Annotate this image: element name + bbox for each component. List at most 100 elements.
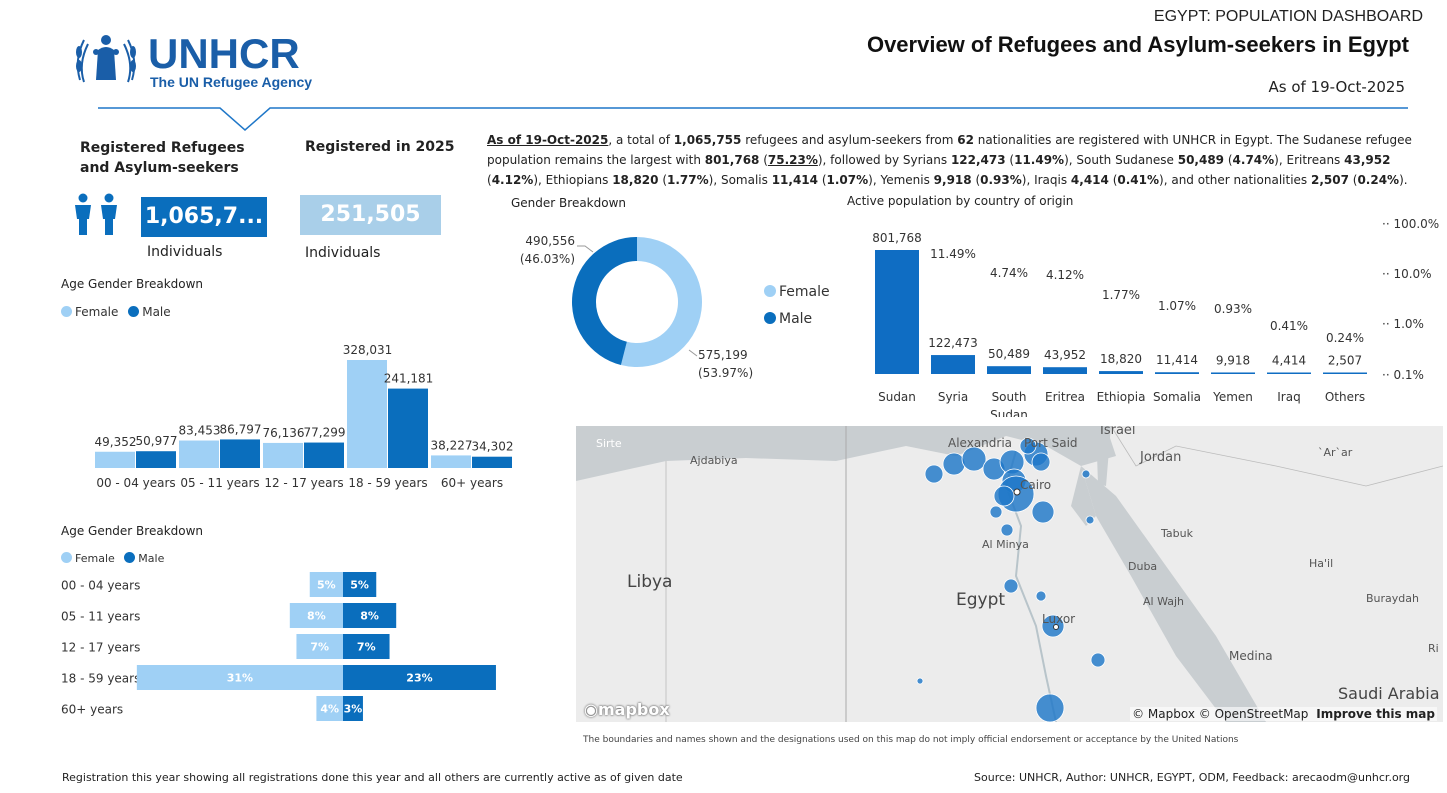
mapbox-logo[interactable]: ◉mapbox <box>584 700 670 719</box>
map-bubble[interactable] <box>924 464 944 484</box>
country-value-label: 9,918 <box>1216 353 1250 367</box>
map-label-jordan: Jordan <box>1140 450 1182 465</box>
country-category-label: Somalia <box>1153 390 1201 404</box>
bar-value-label: 77,299 <box>304 426 346 440</box>
summary-text-part: refugees and asylum-seekers from <box>741 133 958 147</box>
header-divider <box>98 107 1408 131</box>
age-pyramid-title: Age Gender Breakdown <box>61 524 204 538</box>
map-bubble[interactable] <box>1031 452 1051 472</box>
summary-nationalities: 62 <box>957 133 974 147</box>
map-attribution-text[interactable]: © Mapbox © OpenStreetMap <box>1132 707 1309 721</box>
legend-male-label: Male <box>779 311 812 327</box>
map-bubble[interactable] <box>1085 515 1095 525</box>
pyramid-male-label: 5% <box>350 579 369 592</box>
map-bubble[interactable] <box>1081 469 1091 479</box>
pyramid-bar-female <box>309 572 343 597</box>
pyramid-male-label: 7% <box>357 641 376 654</box>
pyramid-category-label: 12 - 17 years <box>61 641 140 655</box>
map-label-ri: Ri <box>1428 642 1439 655</box>
category-label: 60+ years <box>441 476 503 490</box>
kpi-registered-value: 1,065,7... <box>141 197 267 237</box>
donut-label-female-value: 575,199 <box>698 348 748 362</box>
donut-label-female-pct: (53.97%) <box>698 366 753 380</box>
map-bubble[interactable] <box>1090 652 1106 668</box>
pyramid-female-label: 31% <box>227 672 253 685</box>
gulf-of-aqaba <box>1096 426 1111 486</box>
category-label: 12 - 17 years <box>264 476 343 490</box>
page-title: Overview of Refugees and Asylum-seekers … <box>866 32 1409 57</box>
gender-breakdown-title: Gender Breakdown <box>511 196 627 210</box>
map-label-saudi-arabia: Saudi Arabia <box>1338 684 1440 703</box>
summary-text-part: ), South Sudanese <box>1064 153 1178 167</box>
pyramid-bar-male <box>343 634 390 659</box>
improve-map-link[interactable]: Improve this map <box>1316 707 1435 721</box>
summary-sudan-count: 801,768 <box>704 153 760 167</box>
y-axis-tick-label: ·· 1.0% <box>1382 317 1424 331</box>
map-label-tabuk: Tabuk <box>1161 527 1193 540</box>
country-bar <box>1323 372 1367 374</box>
map-bubble[interactable] <box>1003 578 1019 594</box>
summary-text-part: ), Ethiopians <box>533 173 613 187</box>
country-bar <box>1043 367 1087 374</box>
bar-female <box>263 442 303 468</box>
map-label-port-said: Port Said <box>1024 436 1078 450</box>
bar-value-label: 76,136 <box>263 426 305 440</box>
map[interactable]: Sirte Ajdabiya Alexandria Port Said Isra… <box>576 426 1443 722</box>
country-category-label: Others <box>1325 390 1365 404</box>
map-bubble[interactable] <box>993 485 1015 507</box>
age-gender-bar-title: Age Gender Breakdown <box>61 277 204 291</box>
age-pyramid-legend: Female Male <box>61 552 164 565</box>
summary-text-part: ( <box>1005 153 1015 167</box>
border-saudi-jordan <box>1110 426 1443 487</box>
map-label-alexandria: Alexandria <box>948 436 1013 450</box>
summary-text-part: ( <box>1224 153 1233 167</box>
map-label-cairo: Cairo <box>1020 478 1052 492</box>
country-category-label: Yemen <box>1212 390 1253 404</box>
summary-yemen-pct: 0.93% <box>980 173 1022 187</box>
map-bubble[interactable] <box>942 452 966 476</box>
summary-text-part: ( <box>658 173 667 187</box>
donut-slice-male <box>572 237 637 365</box>
bar-female <box>431 455 471 468</box>
map-bubble[interactable] <box>1019 437 1037 455</box>
mapbox-logo-icon: ◉ <box>584 700 598 719</box>
pyramid-category-label: 05 - 11 years <box>61 610 140 624</box>
map-bubble[interactable] <box>1000 523 1014 537</box>
summary-text-part: ), Yemenis <box>868 173 934 187</box>
map-bubble[interactable] <box>961 446 987 472</box>
map-bubble[interactable] <box>1035 590 1047 602</box>
dashboard-label: EGYPT: POPULATION DASHBOARD <box>1153 8 1423 25</box>
map-bubble[interactable] <box>916 677 924 685</box>
summary-text-part: ), and other nationalities <box>1159 173 1311 187</box>
map-bubble[interactable] <box>989 505 1003 519</box>
country-percent-label: 0.93% <box>1214 302 1252 316</box>
country-category-label: Sudan <box>878 390 916 404</box>
summary-eritrea-pct: 4.12% <box>491 173 534 187</box>
pyramid-bar-female <box>296 634 343 659</box>
bar-value-label: 49,352 <box>95 435 137 449</box>
pyramid-bar-male <box>343 603 397 628</box>
summary-text-part: ), Eritreans <box>1274 153 1345 167</box>
age-gender-bar-legend: Female Male <box>61 305 171 319</box>
gender-donut-chart: 575,199 (53.97%) 490,556 (46.03%) Female Male <box>520 234 830 380</box>
map-bubble[interactable] <box>1041 614 1065 638</box>
cairo-marker-icon <box>1013 488 1021 496</box>
map-bubble[interactable] <box>1035 693 1065 722</box>
legend-male-dot <box>764 312 776 324</box>
summary-sudan-pct: 75.23% <box>767 153 818 167</box>
country-value-label: 43,952 <box>1044 348 1086 362</box>
mapbox-logo-text: mapbox <box>597 700 670 719</box>
footer-note: Registration this year showing all regis… <box>62 771 683 784</box>
country-bar <box>1155 372 1199 374</box>
map-label-egypt: Egypt <box>956 590 1006 610</box>
logo-wordmark: UNHCR <box>148 30 300 77</box>
age-gender-bar-chart: 49,352 50,977 00 - 04 years 83,453 86,797 05 … <box>95 343 514 490</box>
country-bar <box>1211 372 1255 374</box>
map-label-luxor: Luxor <box>1042 612 1076 626</box>
country-chart-title: Active population by country of origin <box>847 194 1074 208</box>
map-label-sirte: Sirte <box>596 437 622 450</box>
country-value-label: 2,507 <box>1328 354 1362 368</box>
people-icon <box>75 193 117 235</box>
category-label: 00 - 04 years <box>96 476 175 490</box>
map-bubble[interactable] <box>1031 500 1055 524</box>
